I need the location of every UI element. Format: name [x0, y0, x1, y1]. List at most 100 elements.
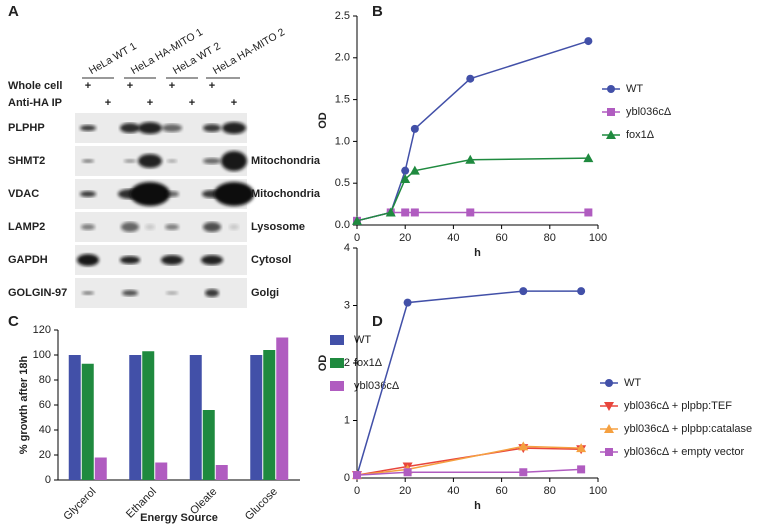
blot-band: [124, 159, 136, 163]
condition-marker: +: [189, 97, 195, 109]
y-tick-label: 0: [344, 472, 350, 484]
bar: [276, 337, 289, 480]
protein-label: GAPDH: [8, 254, 48, 266]
bar: [155, 462, 168, 480]
blot-strip: [75, 278, 247, 308]
blot-band: [205, 289, 219, 297]
y-tick-label: 80: [39, 374, 51, 386]
location-label: Mitochondria: [251, 155, 321, 167]
series-line: [356, 157, 589, 222]
blot-band: [121, 222, 139, 232]
point: [403, 468, 412, 477]
bar: [189, 355, 202, 480]
x-axis-label: h: [474, 247, 481, 259]
blot-band: [82, 159, 94, 163]
legend-label: WT: [624, 377, 641, 389]
x-axis-label: Energy Source: [140, 512, 218, 524]
point: [577, 287, 586, 296]
y-tick-label: 100: [33, 349, 51, 361]
point: [583, 153, 594, 163]
blot-band: [229, 224, 239, 230]
legend-label: ybl036cΔ + plpbp:catalase: [624, 423, 752, 435]
point: [401, 208, 410, 217]
y-tick-label: 2.0: [335, 52, 350, 64]
x-tick-label: 20: [399, 485, 411, 497]
blot-band: [214, 182, 254, 206]
lane-header: HeLa HA-MITO 1: [129, 26, 205, 77]
chart-panel: D 0 1 2 3 4 OD 0 20 40 60 80 100 h WT ybl036cΔ + plpbp:…: [317, 242, 752, 512]
x-tick-label: Glucose: [243, 486, 280, 523]
blot-band: [167, 159, 177, 163]
x-tick-label: 100: [589, 232, 607, 244]
x-tick-label: 0: [354, 232, 360, 244]
y-tick-label: 20: [39, 449, 51, 461]
bar: [142, 351, 155, 480]
condition-marker: +: [127, 80, 133, 92]
blot-band: [203, 158, 221, 164]
bar: [129, 355, 142, 480]
series-line: [356, 290, 582, 476]
series-line: [356, 445, 582, 476]
blot-band: [138, 122, 162, 134]
x-axis-label: h: [474, 500, 481, 512]
x-tick-label: 40: [447, 485, 459, 497]
series-line: [356, 468, 582, 476]
y-tick-label: 2: [344, 357, 350, 369]
condition-marker: +: [147, 97, 153, 109]
point: [400, 174, 411, 184]
y-tick-label: 120: [33, 324, 51, 336]
blot-band: [201, 255, 223, 265]
legend-label: WT: [626, 83, 643, 95]
x-tick-label: 80: [544, 232, 556, 244]
condition-marker: +: [209, 80, 215, 92]
panel-letter: A: [8, 3, 19, 20]
y-tick-label: 40: [39, 424, 51, 436]
x-tick-label: 40: [447, 232, 459, 244]
condition-marker: +: [231, 97, 237, 109]
point: [607, 85, 615, 93]
x-tick-label: 100: [589, 485, 607, 497]
point: [518, 441, 529, 451]
series-line: [356, 40, 589, 222]
panel-letter: D: [372, 313, 383, 330]
bar: [94, 457, 107, 480]
legend-label: ybl036cΔ: [354, 380, 400, 392]
location-label: Golgi: [251, 287, 279, 299]
y-tick-label: 3: [344, 299, 350, 311]
x-tick-label: 0: [354, 485, 360, 497]
bar: [250, 355, 263, 480]
panel-letter: C: [8, 313, 19, 330]
chart-panel: B 0.0 0.5 1.0 1.5 2.0 2.5 OD 0 20 40 60 80 100 h WT ybl0…: [317, 3, 672, 259]
point: [577, 465, 586, 474]
y-tick-label: 1.5: [335, 94, 350, 106]
point: [466, 74, 475, 83]
legend-swatch: [330, 335, 344, 345]
y-tick-label: 1: [344, 414, 350, 426]
condition-label: Anti-HA IP: [8, 97, 62, 109]
blot-band: [80, 125, 96, 131]
point: [604, 424, 614, 433]
point: [605, 448, 613, 456]
y-tick-label: 0.0: [335, 219, 350, 231]
x-tick-label: 20: [399, 232, 411, 244]
legend-swatch: [330, 381, 344, 391]
blot-band: [77, 254, 99, 266]
point: [353, 471, 361, 480]
y-tick-label: 1.0: [335, 135, 350, 147]
y-axis-label: % growth after 18h: [18, 356, 30, 455]
bar: [81, 363, 94, 480]
y-tick-label: 60: [39, 399, 51, 411]
blot-band: [80, 191, 96, 197]
point: [576, 443, 587, 453]
legend-swatch: [330, 358, 344, 368]
protein-label: GOLGIN-97: [8, 287, 67, 299]
y-axis-label: OD: [317, 355, 329, 372]
blot-band: [120, 123, 140, 133]
point: [410, 208, 419, 217]
x-tick-label: 80: [544, 485, 556, 497]
bar: [263, 350, 276, 480]
point: [410, 124, 419, 133]
point: [385, 207, 396, 217]
y-tick-label: 0: [45, 474, 51, 486]
